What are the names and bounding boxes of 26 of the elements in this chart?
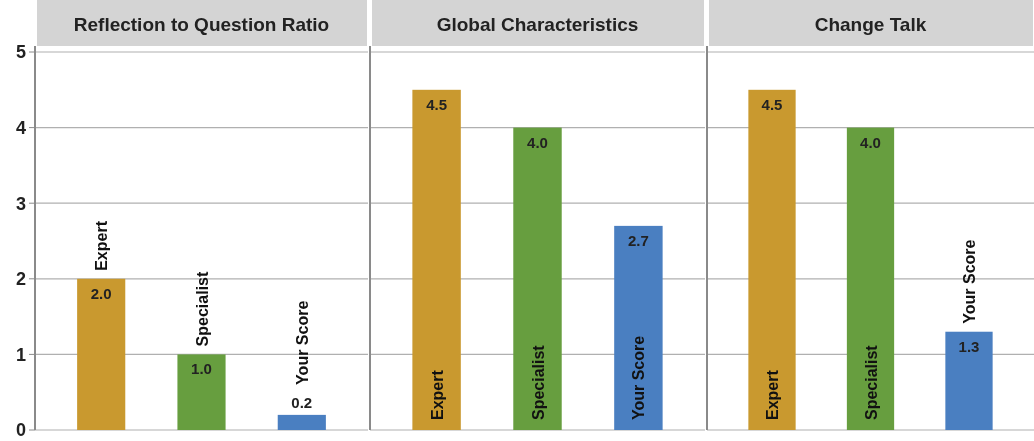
bar: [177, 354, 226, 430]
data-label: 4.0: [527, 133, 548, 151]
category-label: Your Score: [630, 335, 648, 420]
data-label: 2.0: [90, 284, 112, 302]
y-tick-label: 4: [15, 117, 27, 138]
category-label: Specialist: [862, 345, 880, 420]
data-label: 4.5: [761, 95, 783, 113]
data-label: 1.0: [191, 360, 212, 378]
y-tick-label: 1: [15, 344, 27, 365]
bar: [277, 414, 326, 430]
chart-title: Change Talk: [814, 14, 927, 35]
data-label: 1.3: [958, 337, 980, 355]
data-label: 4.0: [860, 133, 881, 151]
y-tick-label: 5: [15, 42, 27, 63]
data-label: 4.5: [426, 95, 448, 113]
data-label: 0.2: [291, 393, 313, 411]
data-label: 2.7: [627, 231, 649, 249]
bar: [77, 278, 126, 430]
y-tick-label: 2: [15, 269, 27, 290]
y-tick-label: 0: [15, 420, 27, 441]
y-tick-label: 3: [15, 193, 27, 214]
chart-title: Reflection to Question Ratio: [73, 14, 330, 35]
category-label: Expert: [428, 370, 446, 420]
category-label: Specialist: [529, 345, 547, 420]
category-label: Expert: [764, 370, 782, 420]
chart-title: Global Characteristics: [436, 14, 639, 35]
